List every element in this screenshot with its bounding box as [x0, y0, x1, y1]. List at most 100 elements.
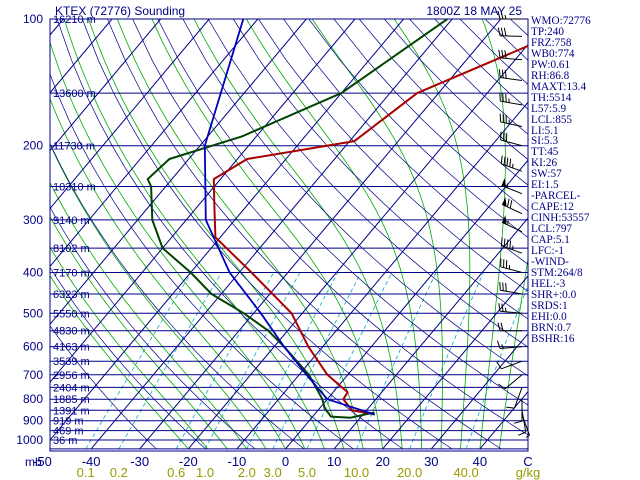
wind-barb [498, 49, 523, 61]
height-label: 1391 m [53, 405, 90, 417]
height-label: 3539 m [53, 356, 90, 368]
wind-barb [501, 215, 523, 233]
wind-barb [506, 387, 523, 409]
wind-barb [500, 131, 523, 147]
index-item: SI:5.3 [531, 135, 559, 148]
moist-adiabat [50, 143, 267, 450]
dry-adiabat [50, 73, 354, 450]
isotherm-line [50, 19, 356, 383]
mixing-ratio-labels: 0.1 0.2 0.6 1.0 2.0 3.0 5.0 10.0 20.0 40.0 [77, 465, 479, 480]
moist-adiabat [50, 215, 228, 450]
height-label: 469 m [53, 426, 84, 438]
temperature-trace [212, 44, 528, 416]
isotherm-line [139, 19, 502, 450]
dry-adiabat [132, 19, 528, 436]
pressure-tick-label: 700 [23, 368, 43, 382]
wind-barb [501, 197, 523, 215]
mixing-ratio-tick-label: 3.0 [264, 465, 282, 480]
mixing-ratio-line [409, 272, 484, 450]
isotherm-line [50, 19, 307, 326]
index-item: WMO:72776 [531, 15, 591, 27]
mixing-ratio-line [246, 272, 338, 450]
temperature-tick-label: 10 [327, 454, 341, 469]
mixing-ratio-line [85, 272, 192, 450]
index-item: TH:5514 [531, 91, 572, 104]
sounding-time: 1800Z 18 MAY 25 [426, 4, 522, 18]
temperature-tick-label: -30 [130, 454, 149, 469]
isotherm-line [0, 19, 15, 449]
isotherm-line [333, 217, 528, 450]
wind-barb [521, 414, 530, 438]
sounding-indices: WMO:72776 TP:240 FRZ:758 WB0:774 PW:0.61 RH:8… [531, 15, 591, 345]
height-label: 11730 m [53, 141, 95, 153]
temperature-tick-label: 30 [424, 454, 438, 469]
mixing-ratio-line [356, 272, 437, 450]
wind-barb [497, 10, 522, 20]
mixing-ratio-tick-label: 20.0 [397, 465, 422, 480]
index-item: TT:45 [531, 146, 559, 159]
pressure-tick-label: 100 [23, 12, 43, 26]
moist-adiabat [50, 246, 209, 450]
pressure-tick-label: 500 [23, 306, 43, 320]
height-label: 5550 m [53, 308, 90, 320]
index-item: KI:26 [531, 157, 558, 170]
height-label: 2404 m [53, 382, 90, 394]
mixing-ratio-tick-label: 1.0 [196, 465, 214, 480]
pressure-tick-label: 300 [23, 213, 43, 227]
height-label: 10310 m [53, 182, 96, 194]
index-item: L57:5.9 [531, 102, 567, 115]
isotherm-line [236, 101, 528, 450]
isotherm-line [50, 19, 210, 210]
moist-adiabat [193, 19, 403, 449]
index-item: RH:86.8 [531, 69, 570, 82]
moist-adiabat [50, 274, 189, 450]
mixing-ratio-line [465, 285, 528, 450]
isotherm-line [50, 19, 259, 268]
index-item: LCL:855 [531, 113, 573, 126]
dry-adiabat [308, 19, 528, 238]
wind-barb [499, 281, 523, 295]
moist-adiabat [88, 19, 345, 449]
moist-adiabat [393, 19, 471, 449]
mixing-ratio-tick-label: 10.0 [344, 465, 369, 480]
wind-barb [498, 374, 523, 390]
wind-barbs [496, 10, 530, 438]
mixing-ratio-tick-label: 2.0 [238, 465, 256, 480]
wind-barb [497, 27, 523, 37]
index-item: CINH:53557 [531, 212, 590, 225]
moist-adiabat [63, 19, 325, 450]
index-item: CAP:5.1 [531, 234, 570, 247]
index-item: SW:57 [531, 168, 562, 181]
index-item: WB0:774 [531, 47, 575, 60]
mixing-ratio-tick-label: 0.6 [167, 465, 185, 480]
height-label: 4830 m [53, 326, 90, 338]
temperature-tick-label: -50 [33, 454, 52, 469]
height-label: 36 m [53, 435, 77, 447]
height-label: 4163 m [53, 342, 90, 354]
height-label: 16210 m [53, 14, 96, 26]
dry-adiabat [207, 19, 528, 348]
index-item: -PARCEL- [531, 190, 581, 203]
index-item: LCL:797 [531, 223, 573, 236]
station-title: KTEX (72776) Sounding [55, 4, 185, 18]
dry-adiabat [333, 19, 528, 212]
index-item: HEL:-3 [531, 277, 566, 290]
temperature-tick-label: -20 [179, 454, 198, 469]
pressure-tick-label: 400 [23, 266, 43, 280]
index-item: EHI:0.0 [531, 310, 567, 323]
temperature-tick-label: 20 [375, 454, 389, 469]
wind-barb [499, 113, 523, 127]
dry-adiabat [409, 19, 528, 135]
wind-barb [499, 92, 523, 106]
temperature-tick-label: 0 [282, 454, 289, 469]
mixing-ratio-line [272, 272, 362, 450]
moist-adiabat [479, 19, 506, 449]
height-label: 8102 m [53, 243, 90, 255]
dry-adiabat [81, 19, 453, 450]
index-item: CAPE:12 [531, 201, 574, 214]
dry-adiabats [50, 19, 528, 450]
mixing-ratio-tick-label: 0.1 [77, 465, 95, 480]
temperature-labels: -50 -40 -30 -20 -10 0 10 20 30 40 [33, 454, 487, 469]
height-labels: 16210 m 13600 m 11730 m 10310 m 9140 m 8102 m… [53, 14, 96, 447]
index-item: STM:264/8 [531, 266, 583, 279]
